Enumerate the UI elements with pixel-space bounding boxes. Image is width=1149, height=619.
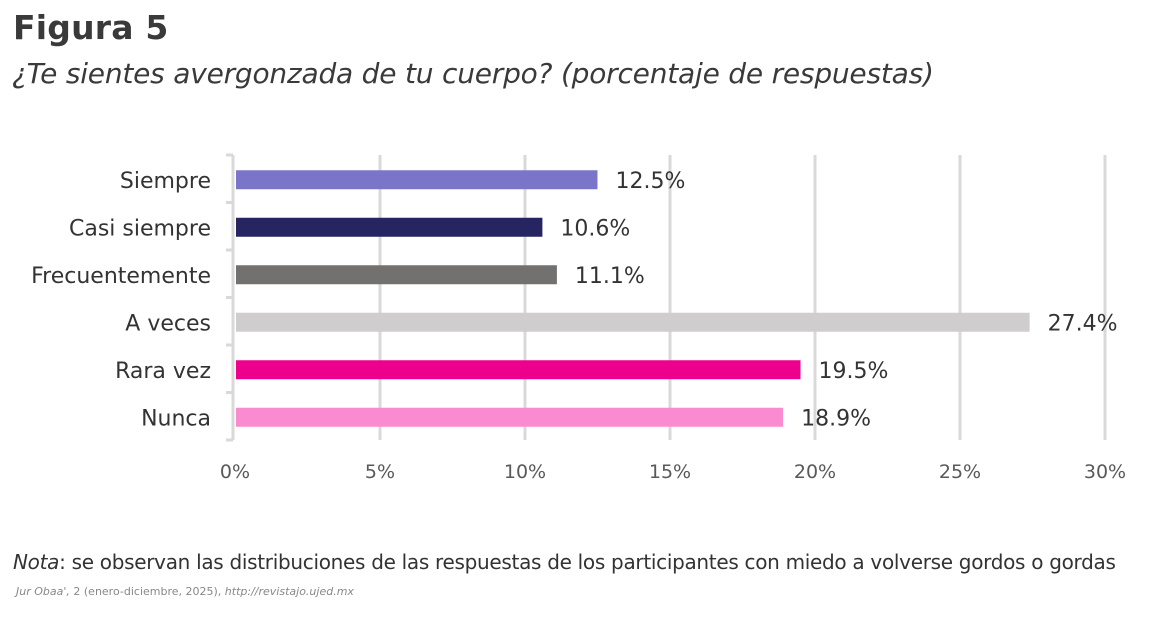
source-details: 2 (enero-diciembre, 2025), bbox=[69, 585, 225, 598]
bar-nunca bbox=[236, 407, 784, 427]
source-citation: Jur Obaa', 2 (enero-diciembre, 2025), ht… bbox=[16, 585, 354, 598]
figure-title: ¿Te sientes avergonzada de tu cuerpo? (p… bbox=[12, 57, 934, 90]
source-journal: Jur Obaa', bbox=[16, 585, 70, 598]
note-text: : se observan las distribuciones de las … bbox=[59, 550, 1116, 574]
bars bbox=[236, 170, 1030, 427]
source-url: http://revistajo.ujed.mx bbox=[224, 585, 354, 598]
category-label: Casi siempre bbox=[69, 216, 211, 241]
figure-note: Nota: se observan las distribuciones de … bbox=[13, 550, 1116, 574]
x-tick-labels: 0% 5% 10% 15% 20% 25% 30% bbox=[220, 461, 1126, 483]
bar-rara-vez bbox=[236, 360, 801, 380]
figure-label: Figura 5 bbox=[13, 8, 169, 47]
value-labels: 12.5% 10.6% 11.1% 27.4% 19.5% 18.9% bbox=[560, 169, 1117, 432]
value-label: 10.6% bbox=[560, 216, 630, 241]
bar-siempre bbox=[236, 170, 598, 190]
value-label: 18.9% bbox=[801, 406, 871, 431]
category-label: A veces bbox=[125, 311, 211, 336]
category-label: Siempre bbox=[120, 169, 211, 194]
y-axis bbox=[226, 153, 235, 442]
x-tick-label: 25% bbox=[939, 461, 981, 483]
x-tick-label: 0% bbox=[220, 461, 250, 483]
x-tick-label: 10% bbox=[504, 461, 546, 483]
value-label: 12.5% bbox=[616, 169, 686, 194]
category-labels: Siempre Casi siempre Frecuentemente A veces… bbox=[31, 169, 211, 432]
gridlines bbox=[378, 155, 1107, 440]
x-tick-label: 30% bbox=[1084, 461, 1126, 483]
value-label: 27.4% bbox=[1048, 311, 1118, 336]
x-tick-label: 5% bbox=[365, 461, 395, 483]
value-label: 11.1% bbox=[575, 264, 645, 289]
bar-frecuentemente bbox=[236, 265, 557, 285]
x-tick-label: 20% bbox=[794, 461, 836, 483]
category-label: Rara vez bbox=[115, 359, 211, 384]
note-lead: Nota bbox=[13, 550, 60, 574]
category-label: Nunca bbox=[141, 406, 211, 431]
bar-a-veces bbox=[236, 312, 1030, 332]
value-label: 19.5% bbox=[819, 359, 889, 384]
category-label: Frecuentemente bbox=[31, 264, 211, 289]
bar-casi-siempre bbox=[236, 217, 543, 237]
x-tick-label: 15% bbox=[649, 461, 691, 483]
